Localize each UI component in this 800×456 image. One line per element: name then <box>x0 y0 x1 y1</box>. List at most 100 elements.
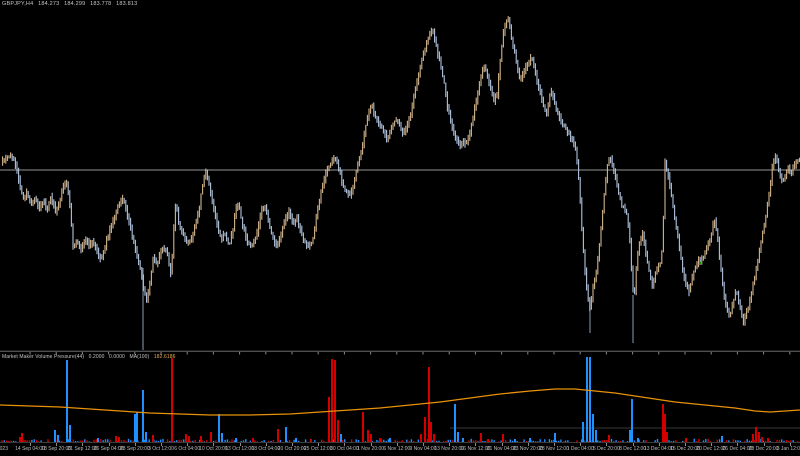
time-axis-tick <box>737 443 739 446</box>
sell-pressure-bar <box>379 438 381 442</box>
time-axis-tick <box>265 443 267 446</box>
high-value: 184.299 <box>64 1 86 7</box>
low-value: 183.778 <box>90 1 112 7</box>
sell-pressure-bar <box>685 438 687 442</box>
buy-pressure-bar <box>57 435 59 442</box>
sell-pressure-bar <box>433 434 435 442</box>
sell-pressure-bar <box>331 359 333 442</box>
time-axis-tick <box>396 443 398 446</box>
time-axis-label: 26 Sep 04:00 <box>93 446 124 452</box>
buy-pressure-bar <box>637 438 639 442</box>
indicator-value-2: 0.0000 <box>109 354 125 360</box>
time-axis-label: 26 Dec 04:00 <box>722 446 753 452</box>
sell-pressure-bar <box>752 434 754 442</box>
buy-pressure-bar <box>295 438 297 442</box>
time-axis-tick <box>423 443 424 446</box>
indicator-ma-value: 182.6186 <box>153 354 176 360</box>
time-axis-label: 10 Oct 20:00 <box>199 446 228 452</box>
time-axis-tick <box>134 443 136 446</box>
sell-pressure-bar <box>370 434 372 442</box>
buy-pressure-bar <box>529 438 531 442</box>
main-chart-panel[interactable]: GBPJPY,H4 184.273 184.299 183.778 183.81… <box>0 0 800 350</box>
time-axis-tick <box>239 443 241 446</box>
time-axis-label: 14 Sep 04:00 <box>15 446 45 452</box>
time-axis-label: 20 Oct 20:00 <box>277 446 307 452</box>
time-axis-label: 21 Sep 12:00 <box>67 446 98 452</box>
time-axis-tick <box>711 443 713 446</box>
sell-pressure-bar <box>755 427 757 442</box>
time-axis-label: 1 Nov 20:00 <box>357 446 385 452</box>
sell-pressure-bar <box>608 435 610 442</box>
buy-pressure-bar <box>69 425 71 442</box>
time-axis-label: 23 Nov 20:00 <box>512 446 543 452</box>
buy-pressure-bar <box>721 436 723 442</box>
sell-pressure-bar <box>310 439 312 442</box>
indicator-label: Market Maker Volume Pressure(44) 0.2000 … <box>2 354 178 360</box>
time-axis-label: 25 Oct 12:00 <box>303 446 333 452</box>
sell-pressure-bar <box>210 432 212 442</box>
buy-pressure-bar <box>142 390 144 442</box>
sell-pressure-bar <box>115 436 117 442</box>
buy-pressure-bar <box>462 438 464 442</box>
indicator-panel[interactable]: Market Maker Volume Pressure(44) 0.2000 … <box>0 352 800 442</box>
time-axis-tick <box>501 443 503 446</box>
sell-pressure-bar <box>664 414 666 442</box>
panel-splitter[interactable] <box>0 350 800 352</box>
buy-pressure-bar <box>54 430 56 442</box>
time-axis-tick <box>449 443 451 446</box>
sell-pressure-bar <box>252 438 254 442</box>
buy-pressure-bar <box>136 412 138 442</box>
sell-pressure-bar <box>328 397 330 442</box>
volume-pressure-histogram[interactable] <box>0 352 800 442</box>
buy-pressure-bar <box>97 438 99 442</box>
sell-pressure-bar <box>758 432 760 442</box>
close-value: 183.813 <box>116 1 138 7</box>
time-axis-tick <box>161 443 162 446</box>
buy-pressure-bar <box>389 438 391 442</box>
time-axis-tick <box>658 443 660 446</box>
buy-pressure-bar <box>586 357 588 442</box>
time-axis-label: 13 Oct 12:00 <box>225 446 254 452</box>
time-axis-tick <box>554 443 555 446</box>
buy-pressure-bar <box>595 430 597 442</box>
sell-pressure-bar <box>171 358 173 442</box>
time-axis-label: 9 Nov 04:00 <box>409 446 437 452</box>
time-axis-label: 16 Nov 12:00 <box>460 446 491 452</box>
subwindow-scale-ticks <box>29 352 791 355</box>
time-axis-tick <box>789 443 791 446</box>
bullish-candles <box>2 16 799 326</box>
sell-pressure-bar <box>666 432 668 442</box>
time-axis-tick <box>685 443 686 446</box>
sell-pressure-bar <box>362 412 364 442</box>
buy-pressure-bar <box>514 439 516 442</box>
symbol-period: GBPJPY,H4 <box>2 1 34 7</box>
time-axis-label: 6 Oct 04:00 <box>174 446 201 452</box>
buy-pressure-bar <box>554 433 556 442</box>
time-axis-label: 28 Sep 20:00 <box>119 446 150 452</box>
sell-pressure-bar <box>367 430 369 442</box>
buy-pressure-bar <box>285 427 287 442</box>
bearish-candles <box>11 17 800 326</box>
time-axis-tick <box>108 443 110 446</box>
time-axis-label: 1 Dec 04:00 <box>566 446 594 452</box>
sell-pressure-bar <box>761 437 763 442</box>
buy-pressure-bar <box>134 414 136 442</box>
ma-line <box>0 388 800 416</box>
indicator-name: Market Maker Volume Pressure(44) <box>2 354 85 360</box>
buy-pressure-bar <box>457 432 459 442</box>
sell-pressure-bar <box>487 439 489 442</box>
time-axis-label: 8 Dec 12:00 <box>619 446 647 452</box>
sell-pressure-bar <box>430 422 432 442</box>
symbol-ohlc-label: GBPJPY,H4 184.273 184.299 183.778 183.81… <box>2 1 140 7</box>
time-axis-tick <box>344 443 346 446</box>
time-axis-label: 28 Nov 12:00 <box>539 446 569 452</box>
candlestick-chart[interactable] <box>0 0 800 351</box>
buy-pressure-bar <box>592 414 594 442</box>
time-axis-tick <box>30 443 31 446</box>
time-axis-tick <box>318 443 320 446</box>
time-axis-tick <box>763 443 765 446</box>
buy-pressure-bar <box>235 438 237 442</box>
indicator-value-1: 0.2000 <box>88 354 105 360</box>
time-axis-tick <box>580 443 582 446</box>
